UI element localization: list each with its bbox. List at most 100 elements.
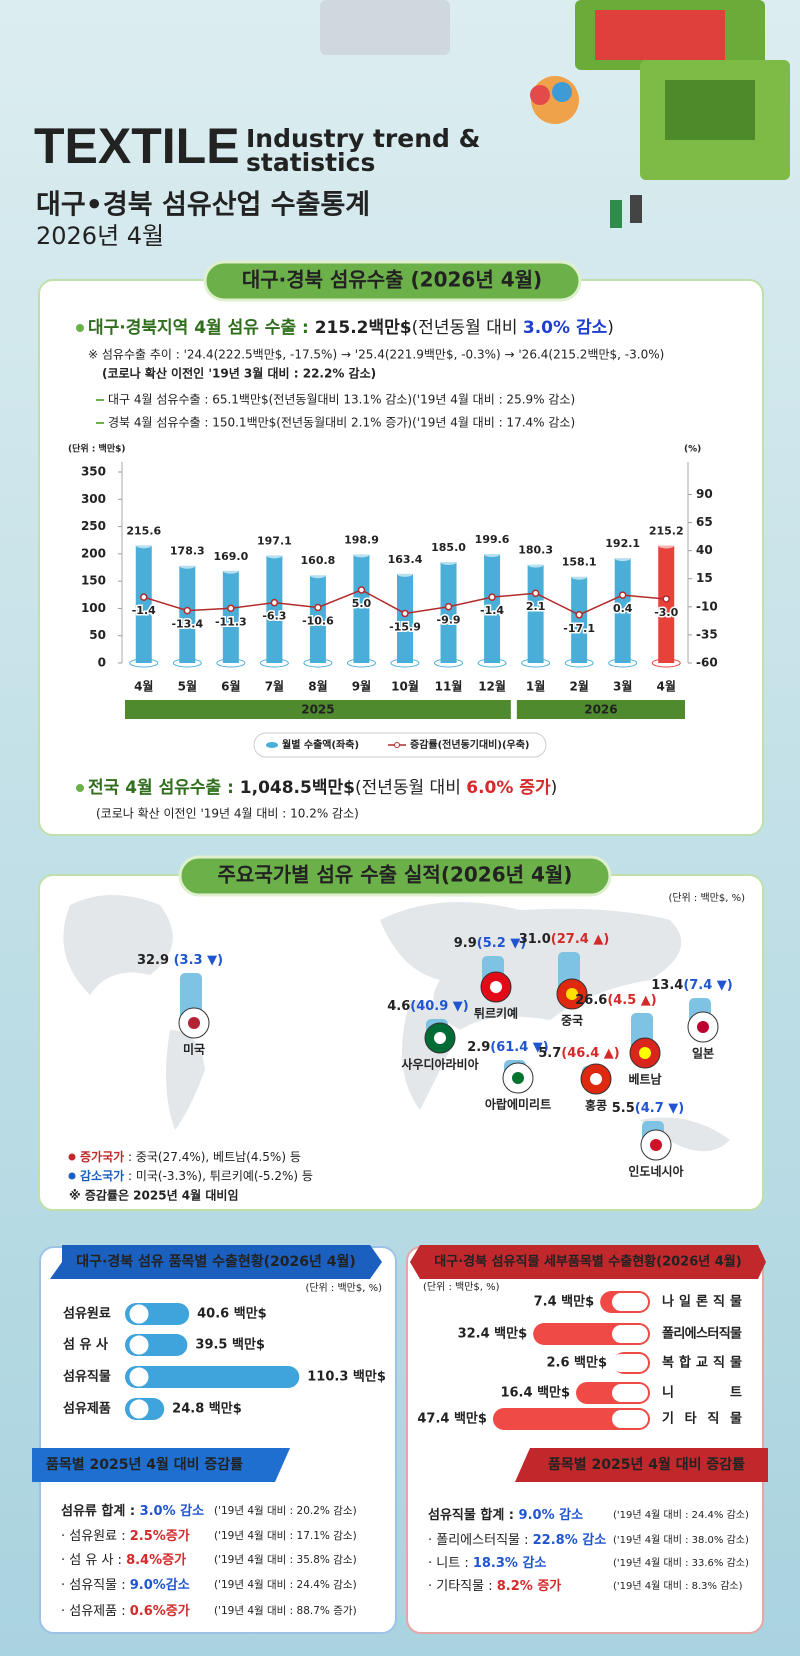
fabric-label: 복 합 교 직 물 <box>662 1355 742 1371</box>
line-point <box>357 586 366 594</box>
country-value-part: 4.6 <box>387 999 410 1014</box>
change-compare: ('19년 4월 대비 : 88.7% 증가) <box>214 1605 357 1617</box>
country-value-part: (40.9 ▼) <box>410 999 468 1014</box>
note: 대구 4월 섬유수출 : 65.1백만$(전년동월대비 13.1% 감소)('1… <box>108 393 575 407</box>
machine-part <box>665 80 755 140</box>
line-point <box>227 604 235 613</box>
line-point <box>314 603 322 612</box>
change-row: · 섬 유 사 : 8.4%증가 <box>61 1553 186 1568</box>
fabric-icon <box>612 1384 648 1402</box>
line-point <box>618 591 627 599</box>
bar-top <box>440 559 457 566</box>
legend-swatch <box>266 742 278 748</box>
national-headline-part: ) <box>551 778 558 798</box>
headline: 대구·경북지역 4월 섬유 수출 : 215.2백만$(전년동월 대비 3.0%… <box>88 318 614 338</box>
item-value-label: 40.6 백만$ <box>197 1306 267 1322</box>
item-label: 섬유제품 <box>63 1402 111 1417</box>
fabric-value-label: 32.4 백만$ <box>458 1326 528 1342</box>
change-compare: ('19년 4월 대비 : 24.4% 감소) <box>613 1509 749 1521</box>
line-point <box>444 602 453 611</box>
country-name: 미국 <box>183 1042 205 1057</box>
flag-emblem <box>490 981 502 993</box>
line-value-label: 5.0 <box>352 597 372 610</box>
y-tick-label: 200 <box>81 546 106 560</box>
axis-unit: (%) <box>684 445 701 455</box>
legend-part: 증가국가 <box>80 1149 124 1164</box>
item-bar <box>125 1366 300 1388</box>
bar <box>397 573 413 663</box>
banner <box>178 855 612 897</box>
country-value-part: 9.9 <box>454 936 477 951</box>
country-value: 31.0(27.4 ▲) <box>519 932 610 947</box>
legend: 감소국가 : 미국(-3.3%), 튀르키예(-5.2%) 등 <box>80 1168 313 1183</box>
country-value-part: (61.4 ▼) <box>490 1040 548 1055</box>
fabric-value-label: 47.4 백만$ <box>417 1411 487 1427</box>
fabric-label: 나 일 론 직 물 <box>662 1294 742 1310</box>
change-compare: ('19년 4월 대비 : 8.3% 감소) <box>613 1580 743 1592</box>
line-value-label: -1.4 <box>132 604 156 617</box>
item-value-label: 39.5 백만$ <box>195 1337 265 1353</box>
country-value-part: (3.3 ▼) <box>174 953 223 968</box>
country-value-part: 26.6 <box>575 993 607 1008</box>
fabric-icon <box>612 1293 648 1311</box>
bar-top <box>571 573 588 580</box>
change-row: · 섬유제품 : 0.6%증가 <box>61 1604 190 1619</box>
line-point <box>183 606 192 615</box>
national-headline: 전국 4월 섬유수출 : 1,048.5백만$(전년동월 대비 6.0% 증가) <box>88 778 557 798</box>
change-row-part: · 섬유직물 : <box>61 1578 130 1593</box>
item-label: 섬유직물 <box>63 1369 111 1385</box>
sub-banner <box>515 1448 768 1482</box>
year-bar <box>516 700 685 719</box>
y2-tick-label: 90 <box>696 487 713 501</box>
line-value-label: -13.4 <box>171 618 203 631</box>
change-row-part: 섬유류 합계 : <box>61 1503 140 1519</box>
x-tick-label: 11월 <box>435 679 463 694</box>
change-row-part: · 니트 : <box>428 1556 473 1571</box>
change-row: · 폴리에스터직물 : 22.8% 감소 <box>428 1533 606 1548</box>
country-value: 2.9(61.4 ▼) <box>467 1040 549 1055</box>
change-row-part: 18.3% 감소 <box>473 1556 547 1571</box>
country-name: 홍콩 <box>585 1098 607 1113</box>
fabric-icon <box>612 1354 648 1372</box>
item-icon <box>128 1398 150 1420</box>
flag-emblem <box>566 988 578 1000</box>
change-row-part: 8.2% 증가 <box>497 1579 562 1594</box>
y-tick-label: 0 <box>98 656 106 670</box>
spool <box>610 200 622 228</box>
change-compare: ('19년 4월 대비 : 35.8% 감소) <box>214 1554 357 1566</box>
footnote: ※ 증감률은 2025년 4월 대비임 <box>69 1188 239 1203</box>
change-row-part: · 섬유제품 : <box>61 1604 130 1619</box>
line-point <box>662 595 670 603</box>
country-value: 26.6(4.5 ▲) <box>575 993 657 1008</box>
item-label: 섬유원료 <box>63 1307 111 1322</box>
fabric-value-label: 2.6 백만$ <box>547 1355 608 1371</box>
y-tick-label: 250 <box>81 519 106 533</box>
legend-label: 증감률(전년동기대비)(우축) <box>410 738 529 751</box>
bar-value-label: 163.4 <box>388 553 423 566</box>
banner <box>203 260 582 302</box>
headline-part: 3.0% 감소 <box>523 318 608 338</box>
change-compare: ('19년 4월 대비 : 38.0% 감소) <box>613 1534 749 1546</box>
y-tick-label: 50 <box>89 628 106 642</box>
country-value-part: (46.4 ▲) <box>561 1046 619 1061</box>
item-value-label: 110.3 백만$ <box>307 1369 386 1385</box>
national-headline-part: 1,048.5백만$ <box>240 778 355 798</box>
bar-value-label: 178.3 <box>170 545 205 558</box>
national-headline-part: 전국 4월 섬유수출 : <box>88 778 240 798</box>
country-value-part: 2.9 <box>467 1040 490 1055</box>
change-row-part: · 폴리에스터직물 : <box>428 1533 533 1548</box>
legend-part: 감소국가 <box>80 1168 124 1183</box>
change-row-part: · 섬유원료 : <box>61 1529 130 1544</box>
item-label: 섬 유 사 <box>63 1337 108 1353</box>
change-compare: ('19년 4월 대비 : 20.2% 감소) <box>214 1505 357 1517</box>
bar <box>527 564 544 663</box>
line-value-label: -15.9 <box>389 620 421 633</box>
machine <box>320 0 450 55</box>
country-value: 13.4(7.4 ▼) <box>651 978 733 993</box>
flag-emblem <box>650 1139 662 1151</box>
unit: (단위 : 백만$, %) <box>668 891 745 904</box>
bar <box>222 570 239 663</box>
change-row: 섬유류 합계 : 3.0% 감소 <box>61 1503 204 1519</box>
unit: (단위 : 백만$, %) <box>305 1281 382 1294</box>
